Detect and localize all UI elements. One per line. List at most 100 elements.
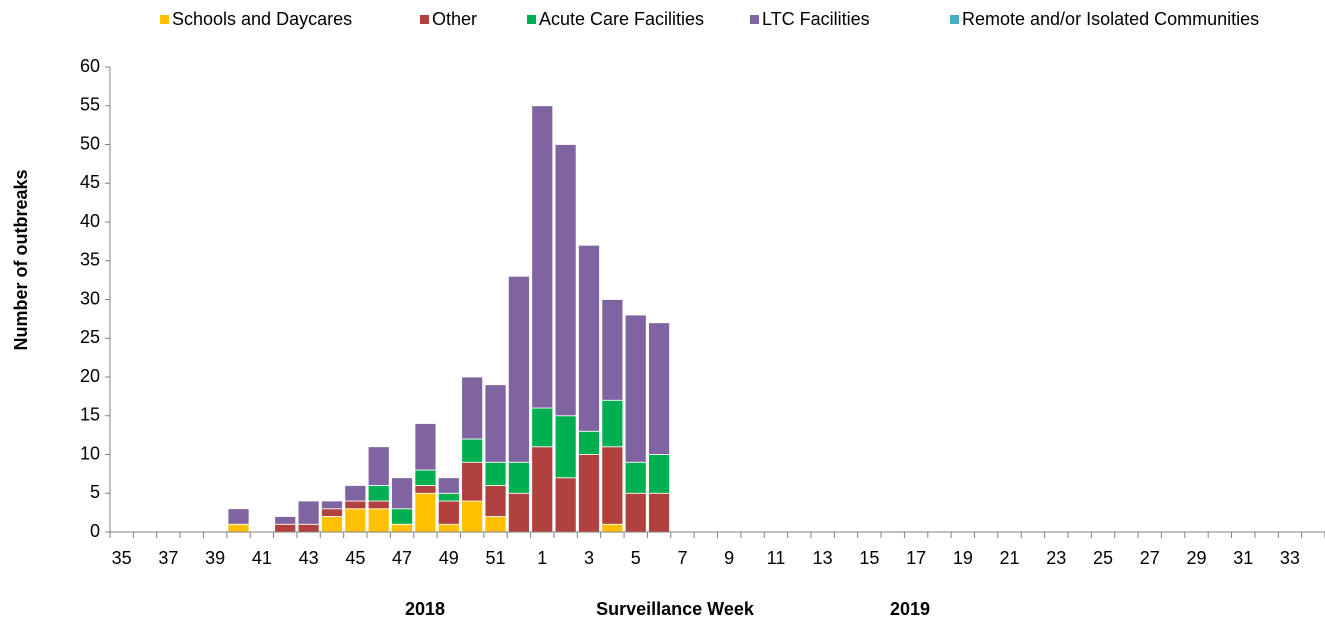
x-tick-label: 47 (392, 548, 412, 568)
bar-segment (554, 144, 577, 417)
year-label: 2018 (405, 599, 445, 619)
bar-segment (414, 423, 437, 471)
bar-segment (484, 485, 507, 517)
bar-segment (601, 523, 624, 533)
bar-segment (437, 500, 460, 525)
x-tick-label: 23 (1046, 548, 1066, 568)
x-tick-label: 33 (1280, 548, 1300, 568)
bar-segment (648, 454, 671, 494)
legend-swatch (160, 15, 169, 24)
bar-segment (554, 477, 577, 533)
legend-label: Acute Care Facilities (539, 9, 704, 29)
bar-segment (648, 492, 671, 533)
legend-swatch (950, 15, 959, 24)
bar-segment (554, 415, 577, 479)
bar-segment (414, 469, 437, 486)
bar-segment (461, 376, 484, 440)
bar-segment (461, 500, 484, 533)
bar-segment (367, 500, 390, 510)
bar-segment (461, 438, 484, 463)
x-tick-label: 1 (537, 548, 547, 568)
y-tick-label: 0 (90, 521, 100, 541)
legend-swatch (420, 15, 429, 24)
y-axis-label: Number of outbreaks (11, 169, 31, 350)
bar-segment (367, 446, 390, 486)
legend-label: Other (432, 9, 477, 29)
x-tick-label: 5 (631, 548, 641, 568)
bar-segment (531, 105, 554, 409)
y-tick-label: 10 (80, 443, 100, 463)
y-tick-label: 25 (80, 327, 100, 347)
bar-segment (344, 500, 367, 510)
bar-segment (484, 384, 507, 463)
bar-segment (414, 485, 437, 494)
y-tick-label: 45 (80, 172, 100, 192)
bar-segment (391, 508, 413, 525)
x-tick-label: 7 (677, 548, 687, 568)
x-tick-label: 27 (1140, 548, 1160, 568)
x-axis-label: Surveillance Week (596, 599, 755, 619)
bar-segment (367, 508, 390, 533)
y-tick-label: 40 (80, 211, 100, 231)
bar-segment (227, 508, 250, 525)
bar-segment (437, 523, 460, 533)
x-tick-label: 17 (906, 548, 926, 568)
bar-segment (227, 523, 250, 533)
y-tick-label: 30 (80, 288, 100, 308)
legend-label: Remote and/or Isolated Communities (962, 9, 1259, 29)
x-tick-label: 37 (158, 548, 178, 568)
legend-label: LTC Facilities (762, 9, 870, 29)
bar-segment (391, 477, 413, 510)
bar-segment (437, 477, 460, 494)
x-tick-label: 15 (859, 548, 879, 568)
bar-segment (531, 407, 554, 448)
x-tick-label: 51 (486, 548, 506, 568)
x-tick-label: 43 (299, 548, 319, 568)
x-tick-label: 13 (813, 548, 833, 568)
x-tick-label: 45 (345, 548, 365, 568)
legend-swatch (527, 15, 536, 24)
bar-segment (321, 508, 343, 517)
bar-segment (274, 516, 297, 525)
bar-segment (297, 523, 320, 533)
bar-segment (507, 275, 530, 463)
x-tick-label: 39 (205, 548, 225, 568)
bar-segment (601, 446, 624, 525)
bar-segment (601, 299, 624, 401)
bar-segment (484, 516, 507, 533)
bar-segment (367, 485, 390, 502)
x-tick-label: 41 (252, 548, 272, 568)
bar-segment (344, 508, 367, 533)
year-label: 2019 (890, 599, 930, 619)
y-tick-label: 35 (80, 250, 100, 270)
x-tick-label: 35 (112, 548, 132, 568)
x-tick-label: 49 (439, 548, 459, 568)
y-tick-label: 50 (80, 133, 100, 153)
x-tick-label: 9 (724, 548, 734, 568)
bar-segment (507, 492, 530, 533)
bar-segment (531, 446, 554, 533)
x-tick-label: 31 (1233, 548, 1253, 568)
x-tick-label: 3 (584, 548, 594, 568)
bar-segment (321, 500, 343, 510)
bar-segment (321, 516, 343, 533)
bar-segment (274, 523, 297, 533)
bar-segment (624, 314, 647, 463)
bar-segment (601, 399, 624, 448)
bar-segment (391, 523, 413, 533)
legend-swatch (750, 15, 759, 24)
x-tick-label: 11 (767, 548, 786, 568)
bar-segment (624, 492, 647, 533)
bar-segment (344, 485, 367, 502)
bar-segment (578, 244, 600, 432)
bar-segment (461, 461, 484, 502)
x-tick-label: 29 (1186, 548, 1206, 568)
legend-label: Schools and Daycares (172, 9, 352, 29)
bar-segment (578, 430, 600, 455)
y-tick-label: 15 (80, 405, 100, 425)
bar-segment (437, 492, 460, 502)
x-tick-label: 21 (1000, 548, 1020, 568)
bar-segment (624, 461, 647, 494)
y-tick-label: 60 (80, 56, 100, 76)
